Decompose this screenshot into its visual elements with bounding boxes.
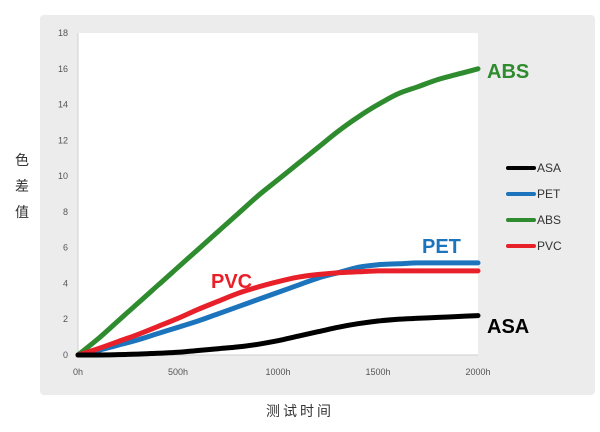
y-tick-label: 14 <box>58 100 68 110</box>
legend-label-pvc: PVC <box>537 239 562 253</box>
x-tick-label: 500h <box>168 367 188 377</box>
y-tick-label: 8 <box>63 207 68 217</box>
axes <box>77 33 478 356</box>
series-label-abs: ABS <box>487 61 529 83</box>
series-label-pvc: PVC <box>211 271 252 293</box>
legend-label-pet: PET <box>537 187 561 201</box>
y-tick-label: 18 <box>58 28 68 38</box>
tick-labels: 0 2 4 6 8 10 12 14 16 18 0h 500h 1000h 1500h 2000h <box>58 28 491 377</box>
y-tick-label: 0 <box>63 350 68 360</box>
series-label-pet: PET <box>422 236 461 258</box>
x-tick-label: 1500h <box>365 367 390 377</box>
series-line-pet <box>75 260 481 358</box>
series-label-asa: ASA <box>487 316 529 338</box>
y-tick-label: 10 <box>58 171 68 181</box>
y-tick-label: 16 <box>58 64 68 74</box>
series-lines <box>75 66 481 358</box>
legend: ASA PET ABS PVC <box>506 161 562 253</box>
y-tick-label: 2 <box>63 314 68 324</box>
y-tick-label: 4 <box>63 278 68 288</box>
x-axis-label: 测试时间 <box>266 404 334 420</box>
y-axis-label-char: 色 <box>15 153 29 169</box>
legend-label-abs: ABS <box>537 213 561 227</box>
y-axis-label: 色 差 值 <box>10 148 34 226</box>
y-axis-label-char: 差 <box>15 179 29 195</box>
series-end-labels: ASA PET ABS PVC <box>211 61 529 338</box>
series-line-abs <box>75 66 481 358</box>
y-axis-label-char: 值 <box>15 205 29 221</box>
legend-label-asa: ASA <box>537 161 561 175</box>
x-tick-label: 0h <box>73 367 83 377</box>
x-tick-label: 2000h <box>465 367 490 377</box>
x-tick-label: 1000h <box>265 367 290 377</box>
series-line-pvc <box>75 268 481 358</box>
series-line-asa <box>75 313 481 358</box>
y-tick-label: 6 <box>63 243 68 253</box>
y-tick-label: 12 <box>58 135 68 145</box>
